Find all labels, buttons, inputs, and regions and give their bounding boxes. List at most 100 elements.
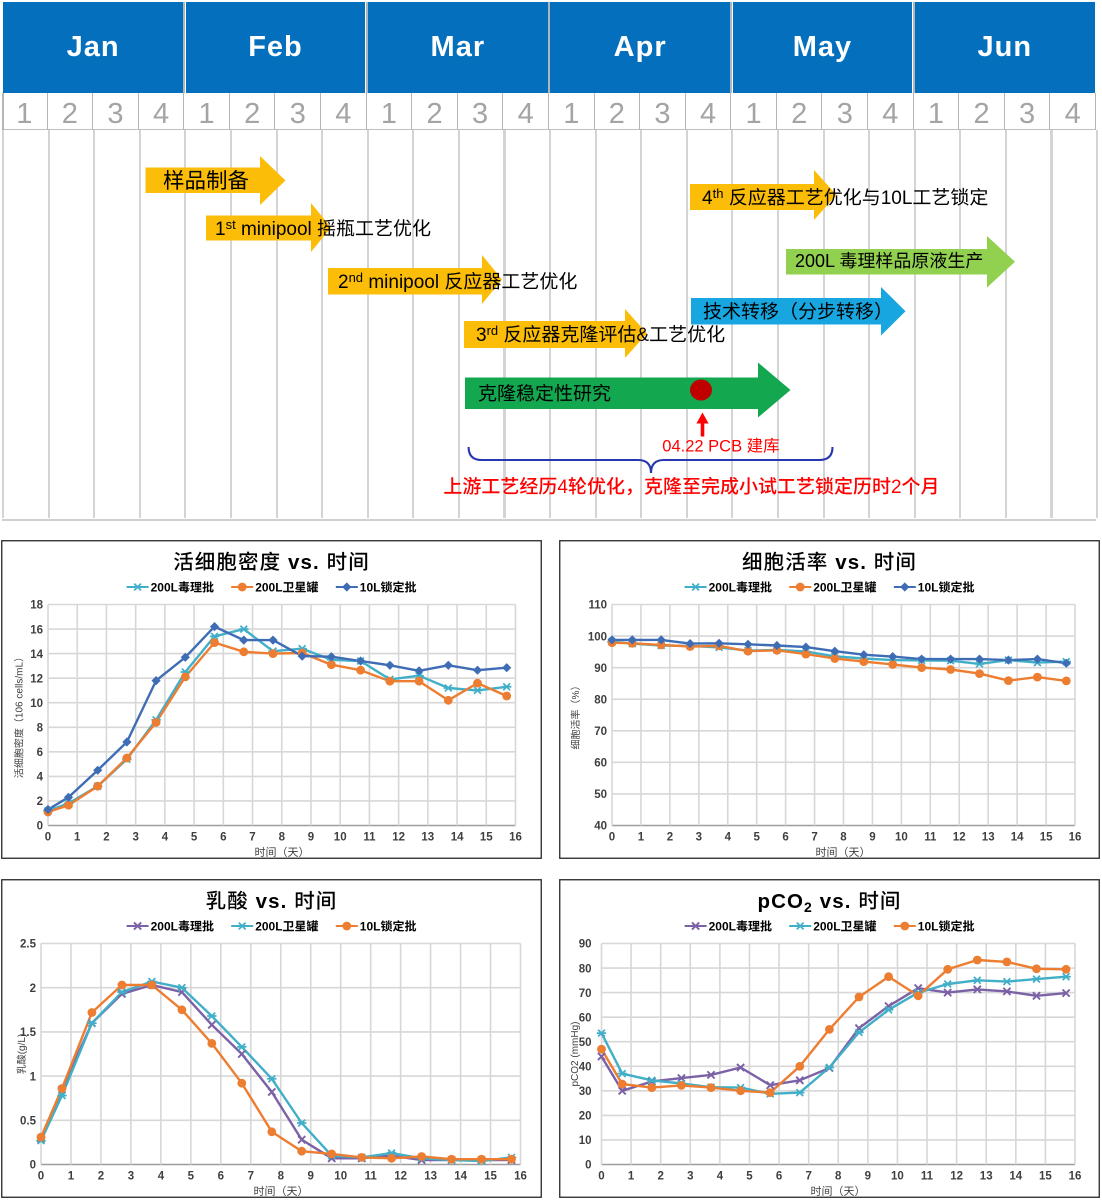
svg-text:技术转移（分步转移）: 技术转移（分步转移） bbox=[703, 301, 893, 323]
svg-text:200L卫星罐: 200L卫星罐 bbox=[813, 580, 876, 594]
svg-text:14: 14 bbox=[1009, 1171, 1022, 1183]
svg-text:pCO2 vs. 时间: pCO2 vs. 时间 bbox=[757, 890, 901, 915]
svg-text:0: 0 bbox=[609, 831, 615, 843]
svg-text:3: 3 bbox=[687, 1171, 693, 1183]
svg-text:200L毒理批: 200L毒理批 bbox=[150, 580, 213, 594]
svg-text:1: 1 bbox=[29, 1071, 36, 1083]
svg-text:0: 0 bbox=[44, 831, 50, 843]
svg-text:50: 50 bbox=[579, 1037, 592, 1049]
svg-text:80: 80 bbox=[594, 694, 607, 706]
svg-text:时间（天）: 时间（天） bbox=[253, 1185, 308, 1198]
svg-text:9: 9 bbox=[307, 1171, 313, 1183]
svg-text:11: 11 bbox=[363, 831, 376, 843]
svg-text:10L锁定批: 10L锁定批 bbox=[918, 580, 975, 594]
svg-text:8: 8 bbox=[840, 831, 847, 843]
svg-text:乳酸(g/L): 乳酸(g/L) bbox=[16, 1034, 28, 1075]
svg-text:4: 4 bbox=[717, 1171, 724, 1183]
svg-text:3rd 反应器克隆评估&工艺优化: 3rd 反应器克隆评估&工艺优化 bbox=[476, 323, 725, 346]
svg-text:15: 15 bbox=[479, 831, 492, 843]
svg-text:4: 4 bbox=[725, 831, 732, 843]
svg-text:0: 0 bbox=[585, 1160, 591, 1172]
svg-text:6: 6 bbox=[220, 831, 226, 843]
svg-text:2nd minipool 反应器工艺优化: 2nd minipool 反应器工艺优化 bbox=[338, 270, 577, 293]
svg-text:4: 4 bbox=[36, 771, 43, 783]
svg-text:6: 6 bbox=[776, 1171, 782, 1183]
svg-text:10L锁定批: 10L锁定批 bbox=[359, 580, 416, 594]
svg-text:8: 8 bbox=[277, 1171, 284, 1183]
svg-text:7: 7 bbox=[811, 831, 817, 843]
svg-text:9: 9 bbox=[869, 831, 875, 843]
svg-text:时间（天）: 时间（天） bbox=[254, 846, 309, 859]
svg-text:1: 1 bbox=[628, 1171, 635, 1183]
svg-text:2.5: 2.5 bbox=[20, 939, 37, 951]
svg-text:1: 1 bbox=[67, 1171, 74, 1183]
svg-text:40: 40 bbox=[579, 1062, 592, 1074]
svg-text:10: 10 bbox=[895, 831, 908, 843]
svg-text:16: 16 bbox=[1069, 1171, 1082, 1183]
svg-text:6: 6 bbox=[217, 1171, 223, 1183]
svg-text:200L卫星罐: 200L卫星罐 bbox=[255, 920, 318, 934]
svg-text:时间（天）: 时间（天） bbox=[816, 846, 871, 859]
svg-text:4: 4 bbox=[161, 831, 168, 843]
svg-text:活细胞密度 vs. 时间: 活细胞密度 vs. 时间 bbox=[173, 551, 370, 574]
svg-text:10: 10 bbox=[333, 831, 346, 843]
svg-text:30: 30 bbox=[579, 1086, 592, 1098]
svg-text:200L毒理批: 200L毒理批 bbox=[709, 920, 772, 934]
svg-text:4: 4 bbox=[157, 1171, 164, 1183]
svg-text:11: 11 bbox=[924, 831, 937, 843]
svg-text:1st minipool 摇瓶工艺优化: 1st minipool 摇瓶工艺优化 bbox=[215, 217, 431, 240]
svg-text:200L毒理批: 200L毒理批 bbox=[709, 580, 772, 594]
svg-text:3: 3 bbox=[127, 1171, 133, 1183]
svg-text:3: 3 bbox=[132, 831, 138, 843]
svg-text:上游工艺经历4轮优化，克隆至完成小试工艺锁定历时2个月: 上游工艺经历4轮优化，克隆至完成小试工艺锁定历时2个月 bbox=[443, 476, 939, 498]
svg-text:6: 6 bbox=[782, 831, 788, 843]
svg-text:18: 18 bbox=[30, 599, 43, 611]
svg-text:pCO2 (mmHg): pCO2 (mmHg) bbox=[570, 1021, 581, 1086]
svg-text:0.5: 0.5 bbox=[20, 1116, 37, 1128]
svg-text:15: 15 bbox=[1040, 831, 1053, 843]
svg-text:70: 70 bbox=[579, 988, 592, 1000]
svg-text:5: 5 bbox=[190, 831, 197, 843]
svg-text:0: 0 bbox=[598, 1171, 604, 1183]
svg-text:14: 14 bbox=[30, 648, 43, 660]
svg-text:8: 8 bbox=[278, 831, 285, 843]
svg-text:16: 16 bbox=[514, 1171, 527, 1183]
svg-text:110: 110 bbox=[588, 599, 607, 611]
svg-text:克隆稳定性研究: 克隆稳定性研究 bbox=[478, 383, 611, 405]
svg-text:13: 13 bbox=[421, 831, 434, 843]
svg-text:10L锁定批: 10L锁定批 bbox=[359, 920, 416, 934]
svg-text:10: 10 bbox=[30, 697, 43, 709]
svg-text:1: 1 bbox=[638, 831, 645, 843]
svg-text:1.5: 1.5 bbox=[20, 1027, 37, 1039]
svg-text:04.22 PCB 建库: 04.22 PCB 建库 bbox=[662, 438, 779, 456]
svg-text:10L锁定批: 10L锁定批 bbox=[918, 920, 975, 934]
svg-text:样品制备: 样品制备 bbox=[163, 169, 249, 193]
svg-text:200L卫星罐: 200L卫星罐 bbox=[255, 580, 318, 594]
svg-text:70: 70 bbox=[594, 726, 607, 738]
svg-text:4th 反应器工艺优化与10L工艺锁定: 4th 反应器工艺优化与10L工艺锁定 bbox=[702, 186, 988, 209]
svg-text:9: 9 bbox=[865, 1171, 871, 1183]
svg-text:200L卫星罐: 200L卫星罐 bbox=[813, 920, 876, 934]
svg-text:200L毒理批: 200L毒理批 bbox=[150, 920, 213, 934]
svg-text:10: 10 bbox=[579, 1135, 592, 1147]
svg-text:14: 14 bbox=[1011, 831, 1024, 843]
svg-text:200L 毒理样品原液生产: 200L 毒理样品原液生产 bbox=[795, 251, 983, 271]
svg-text:14: 14 bbox=[454, 1171, 467, 1183]
svg-text:14: 14 bbox=[450, 831, 463, 843]
svg-text:细胞活率 vs. 时间: 细胞活率 vs. 时间 bbox=[742, 551, 917, 574]
svg-text:16: 16 bbox=[30, 624, 43, 636]
svg-text:2: 2 bbox=[667, 831, 673, 843]
svg-text:6: 6 bbox=[36, 747, 42, 759]
svg-text:90: 90 bbox=[594, 662, 607, 674]
svg-text:9: 9 bbox=[307, 831, 313, 843]
svg-text:12: 12 bbox=[953, 831, 966, 843]
svg-text:8: 8 bbox=[835, 1171, 842, 1183]
svg-text:乳酸 vs. 时间: 乳酸 vs. 时间 bbox=[205, 890, 337, 913]
svg-text:7: 7 bbox=[249, 831, 255, 843]
svg-text:12: 12 bbox=[30, 673, 43, 685]
svg-text:10: 10 bbox=[891, 1171, 904, 1183]
svg-text:7: 7 bbox=[247, 1171, 253, 1183]
svg-text:2: 2 bbox=[657, 1171, 663, 1183]
svg-text:90: 90 bbox=[579, 939, 592, 951]
svg-text:5: 5 bbox=[746, 1171, 753, 1183]
